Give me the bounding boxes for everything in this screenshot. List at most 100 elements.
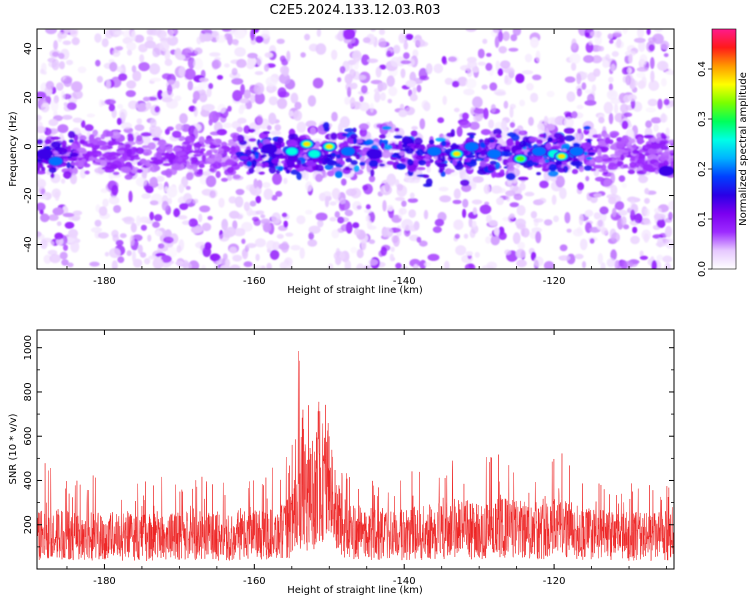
spectrogram-band-blob [355, 153, 361, 160]
spectrogram-blob [44, 127, 52, 136]
spectrogram-band-blob [555, 160, 562, 166]
spectrogram-band-blob [324, 157, 331, 162]
spectrogram-blob [174, 80, 180, 89]
spectrogram-blob [663, 53, 669, 58]
spectrogram-blob [473, 108, 486, 114]
spectrogram-blob [278, 73, 291, 84]
spectrogram-blob [359, 102, 370, 112]
spectrogram-blob [535, 50, 541, 63]
spectrogram-band-blob [157, 139, 167, 146]
spectrogram-blob [359, 95, 364, 103]
spectrogram-blob [669, 100, 674, 107]
spectrogram-band-blob [192, 150, 204, 154]
spectrogram-band-blob [152, 159, 164, 165]
spectrogram-blob [634, 213, 643, 224]
spectrogram-band-blob [105, 155, 117, 161]
spectrogram-blob [101, 38, 109, 48]
spectrogram-band-blob [37, 162, 40, 168]
spectrogram-blob [185, 185, 191, 190]
spectrogram-band-blob [416, 167, 426, 171]
spectrogram-blob [650, 70, 655, 83]
spectrogram-blob [90, 227, 103, 233]
spectrogram-band-blob [212, 162, 222, 169]
spectrogram-band-blob [659, 140, 667, 147]
spectrogram-band-blob [210, 154, 216, 159]
spectrogram-band-blob [278, 155, 289, 159]
spectrogram-band-blob [594, 155, 604, 164]
spectrogram-blob [146, 29, 154, 36]
spectrogram-band-blob [441, 140, 447, 147]
spectrogram-band-blob [600, 164, 607, 171]
spectrogram-blob [654, 29, 663, 33]
spectrogram-blob [625, 74, 631, 86]
spectrogram-blob [453, 219, 464, 231]
spectrogram-band-blob [124, 174, 133, 180]
spectrogram-hotspot [427, 147, 442, 156]
spectrogram-band-blob [585, 156, 593, 160]
spectrogram-blob [483, 184, 491, 195]
spectrogram-blob [650, 117, 662, 124]
spectrogram-blob [584, 89, 594, 94]
spectrogram-band-blob [666, 139, 674, 144]
spectrogram-blob [192, 198, 199, 204]
spectrogram-band-blob [140, 132, 152, 137]
spectrogram-blob [655, 241, 666, 247]
spectrogram-band-blob [254, 151, 260, 160]
spectrogram-blob [448, 56, 457, 62]
spectrogram-blob [207, 215, 213, 221]
spectrogram-blob [519, 182, 526, 191]
spectrogram-blob [179, 203, 189, 210]
spectrogram-blob [134, 34, 145, 43]
spectrogram-blob [367, 58, 379, 64]
spectrogram-blob [331, 229, 340, 239]
spectrogram-blob [632, 226, 638, 234]
spectrogram-band-blob [410, 130, 418, 137]
spectrogram-blob [459, 168, 467, 176]
spectrogram-blob [309, 126, 317, 136]
spectrogram-blob [395, 262, 402, 269]
spectrogram-blob [415, 39, 426, 48]
spectrogram-blob [241, 221, 253, 232]
spectrogram-blob [222, 253, 228, 261]
spectrogram-blob [621, 120, 629, 130]
spectrogram-band-blob [57, 147, 68, 155]
spectrogram-band-blob [290, 169, 300, 175]
spectrogram-blob [653, 207, 663, 214]
spectrogram-blob [113, 205, 122, 213]
spectrogram-blob [264, 63, 269, 72]
spectrogram-blob [559, 187, 567, 200]
spectrogram-blob [497, 68, 504, 76]
spectrogram-blob [217, 103, 226, 114]
spectrogram-blob [576, 88, 583, 97]
spectrogram-blob [551, 194, 557, 205]
spectrogram-band-blob [186, 172, 194, 181]
spectrogram-blob [228, 196, 237, 204]
spectrogram-blob [141, 193, 151, 199]
spectrogram-band-blob [602, 158, 613, 162]
spectrogram-blob [152, 221, 160, 228]
spectrogram-blob [606, 89, 618, 101]
spectrogram-band-blob [480, 129, 491, 136]
spectrogram-blob [256, 114, 263, 125]
spectrogram-band-blob [489, 160, 497, 165]
spectrogram-band-blob [280, 141, 285, 148]
spectrogram-blob [236, 58, 247, 68]
spectrogram-blob [637, 80, 646, 90]
spectrogram-blob [652, 234, 664, 239]
spectrogram-blob [386, 50, 392, 58]
spectrogram-band-blob [76, 147, 87, 153]
spectrogram-blob [662, 255, 673, 263]
spectrogram-band-blob [656, 152, 664, 156]
spectrogram-blob [305, 120, 317, 128]
spectrogram-band-blob [251, 159, 257, 168]
spectrogram-band-blob [175, 150, 186, 157]
spectrogram-blob [665, 238, 674, 249]
spectrogram-blob [299, 247, 305, 259]
spectrogram-blob [465, 251, 473, 256]
spectrogram-blob [49, 253, 61, 264]
spectrogram-band-blob [480, 149, 486, 157]
spectrogram-blob [52, 51, 59, 57]
spectrogram-blob [317, 219, 324, 228]
spectrogram-blob [199, 205, 211, 213]
spectrogram-blob [509, 106, 514, 118]
